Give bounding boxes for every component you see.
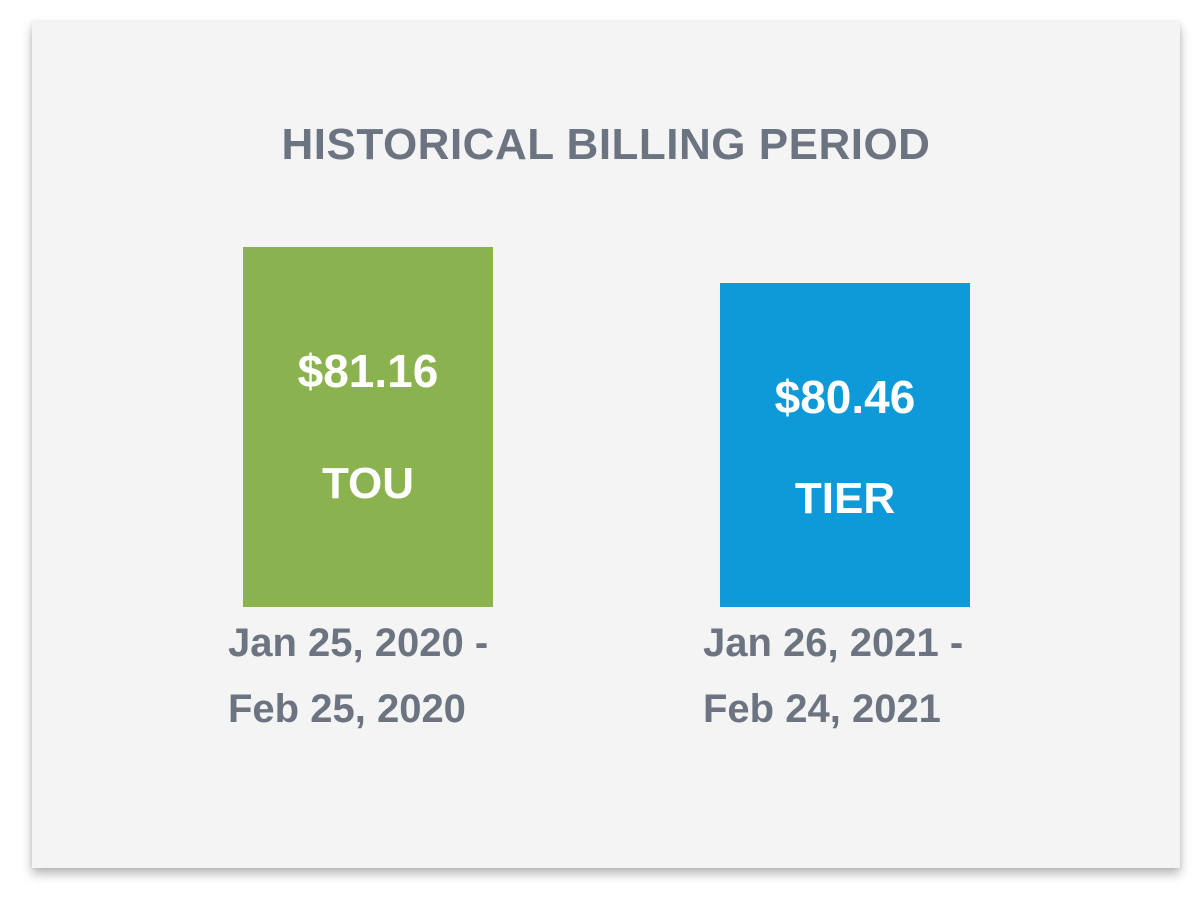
period-start-tou: Jan 25, 2020 - [228,621,489,665]
period-end-tier: Feb 24, 2021 [703,687,941,731]
bar-value-tier: $80.46 [774,371,916,423]
period-start-tier: Jan 26, 2021 - [703,621,964,665]
bar-label-tou: TOU [321,459,415,508]
period-end-tou: Feb 25, 2020 [228,687,466,731]
billing-period-tou: Jan 25, 2020 - Feb 25, 2020 [228,610,488,742]
billing-card: HISTORICAL BILLING PERIOD $81.16 TOU $80… [32,22,1180,868]
bar-tou: $81.16 TOU [243,247,493,607]
billing-period-tier: Jan 26, 2021 - Feb 24, 2021 [703,610,963,742]
bar-value-tou: $81.16 [297,345,439,397]
bar-label-tier: TIER [794,474,896,523]
bar-tier: $80.46 TIER [720,283,970,607]
card-title: HISTORICAL BILLING PERIOD [281,120,931,169]
